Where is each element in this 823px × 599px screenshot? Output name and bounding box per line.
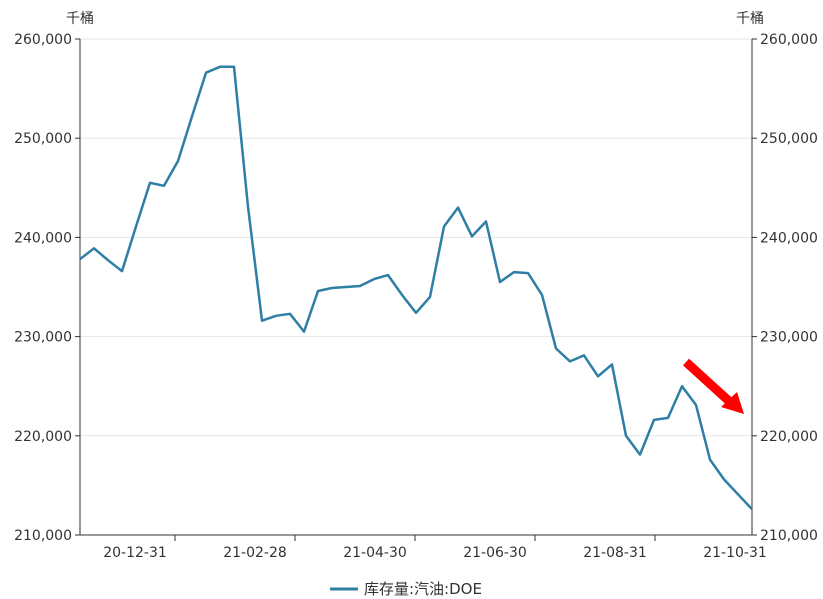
y-tick-label-right: 210,000 [760,528,818,544]
y-tick-label-left: 260,000 [14,32,72,48]
y-tick-label-right: 240,000 [760,230,818,246]
red-arrow-annotation [682,358,744,414]
y-tick-label-right: 250,000 [760,131,818,147]
x-tick-label: 21-02-28 [223,545,287,561]
grid-lines [80,38,752,536]
arrow-head [721,392,744,414]
x-tick-label: 20-12-31 [103,545,167,561]
y-tick-label-left: 240,000 [14,230,72,246]
y-tick-label-left: 250,000 [14,131,72,147]
axes [79,39,753,536]
x-tick-label: 21-10-31 [703,545,767,561]
x-tick-label: 21-04-30 [343,545,407,561]
y-tick-label-right: 220,000 [760,429,818,445]
legend-label: 库存量:汽油:DOE [364,580,482,598]
y-tick-label-left: 230,000 [14,330,72,346]
legend[interactable]: 库存量:汽油:DOE [330,580,482,598]
y-tick-label-left: 220,000 [14,429,72,445]
x-tick-label: 21-06-30 [463,545,527,561]
right-y-axis-unit: 千桶 [736,11,764,27]
left-y-axis-unit: 千桶 [66,11,94,27]
x-tick-label: 21-08-31 [583,545,647,561]
series-line [79,65,753,511]
y-tick-label-right: 260,000 [760,32,818,48]
x-axis-ticks: 20-12-31 21-02-28 21-04-30 21-06-30 21-08-31… [103,535,767,561]
y-tick-label-right: 230,000 [760,330,818,346]
right-y-axis-ticks: 210,000 220,000 230,000 240,000 250,000 260,0… [752,32,818,544]
arrow-shaft [682,358,734,406]
left-y-axis-ticks: 210,000 220,000 230,000 240,000 250,000 260,0… [14,32,80,544]
y-tick-label-left: 210,000 [14,528,72,544]
series-layer [79,65,753,511]
